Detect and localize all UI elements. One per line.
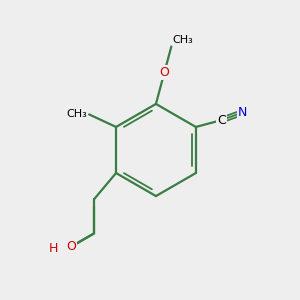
Text: CH₃: CH₃ [67, 110, 88, 119]
Text: N: N [238, 106, 247, 119]
Text: CH₃: CH₃ [173, 35, 194, 45]
Text: H: H [48, 242, 58, 255]
Text: O: O [66, 240, 76, 253]
Text: O: O [160, 66, 169, 79]
Text: C: C [217, 113, 226, 127]
